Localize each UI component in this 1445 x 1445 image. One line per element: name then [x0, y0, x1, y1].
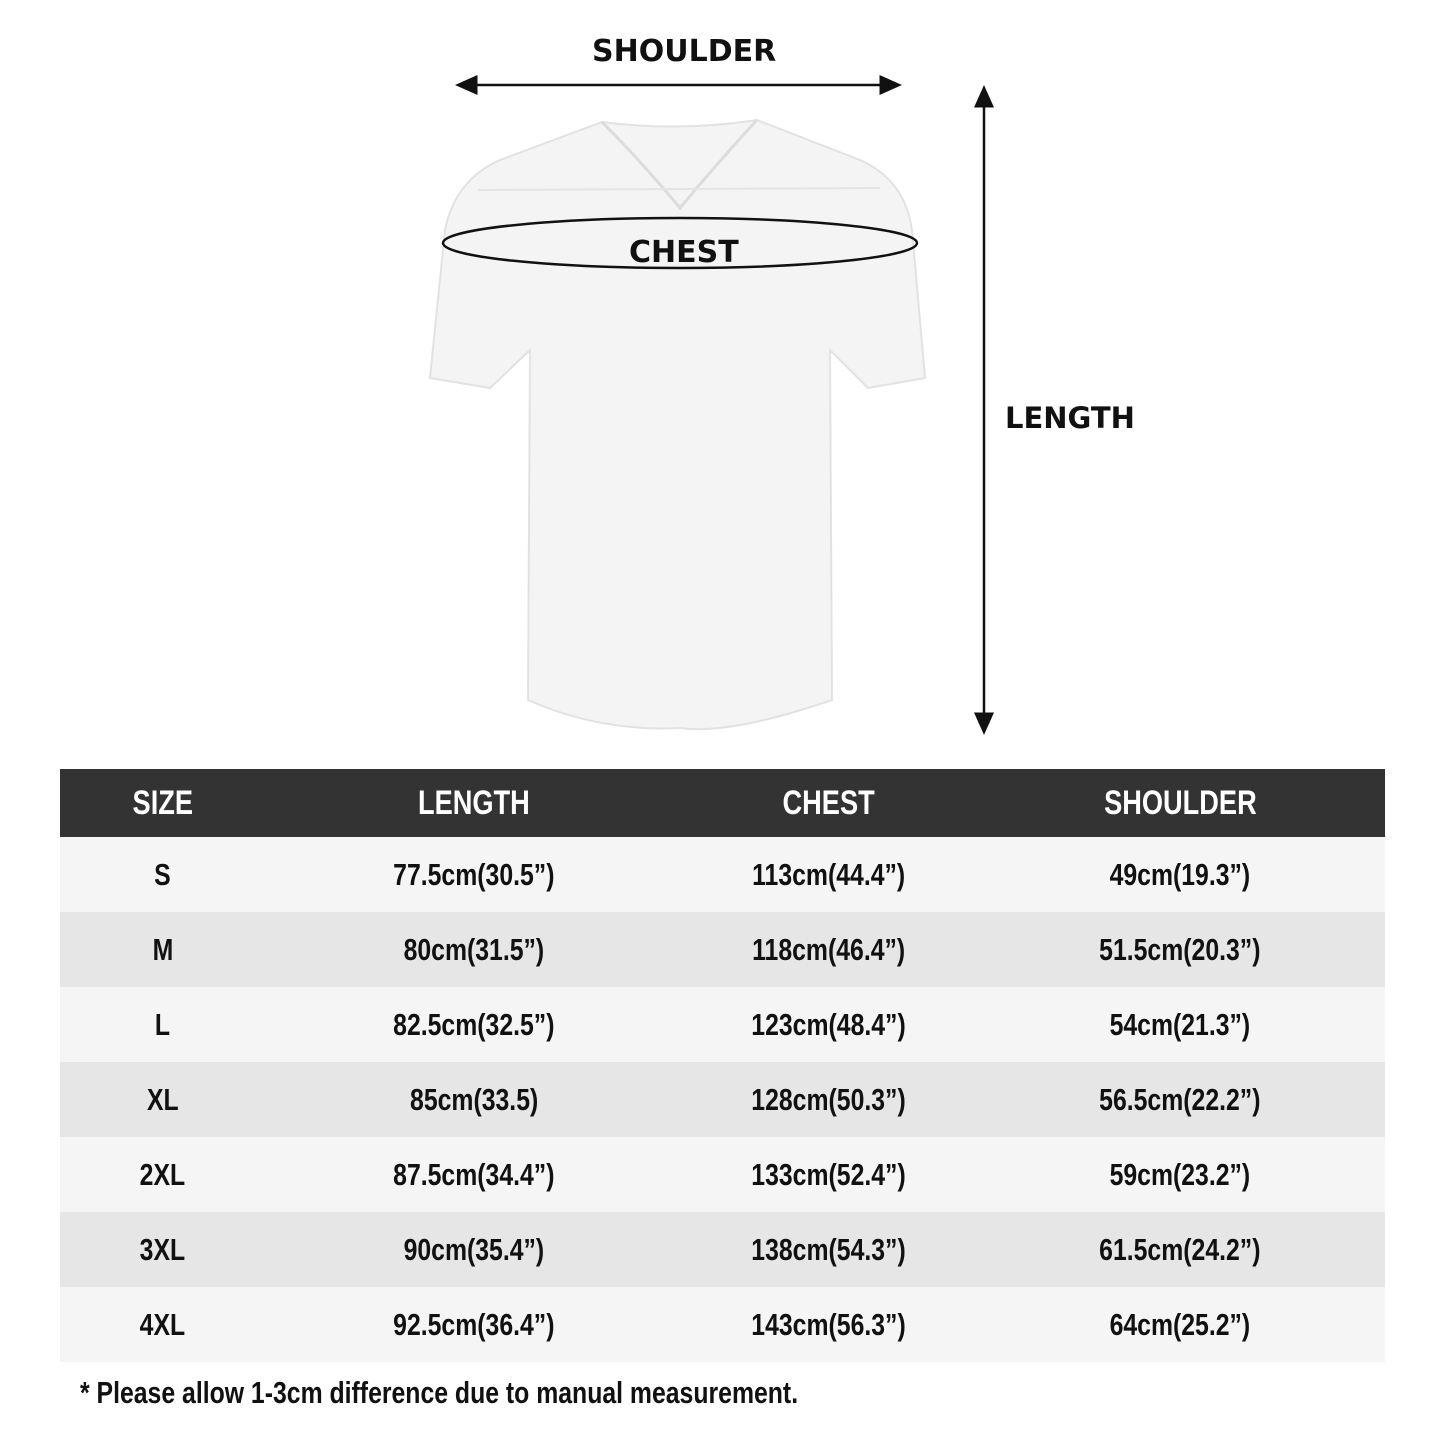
- measurement-note: * Please allow 1-3cm difference due to m…: [80, 1375, 799, 1410]
- cell-length: 90cm(35.4”): [265, 1212, 683, 1287]
- cell-length: 85cm(33.5): [265, 1062, 683, 1137]
- cell-chest: 113cm(44.4”): [683, 837, 975, 912]
- cell-shoulder: 49cm(19.3”): [975, 837, 1385, 912]
- cell-length: 87.5cm(34.4”): [265, 1137, 683, 1212]
- table-row: 2XL 87.5cm(34.4”) 133cm(52.4”) 59cm(23.2”): [60, 1137, 1385, 1212]
- cell-size: 2XL: [60, 1137, 265, 1212]
- chest-measure-ellipse: [441, 216, 919, 270]
- cell-size: 4XL: [60, 1287, 265, 1362]
- length-label: LENGTH: [1005, 401, 1135, 435]
- cell-chest: 123cm(48.4”): [683, 987, 975, 1062]
- table-row: 3XL 90cm(35.4”) 138cm(54.3”) 61.5cm(24.2”): [60, 1212, 1385, 1287]
- cell-size: XL: [60, 1062, 265, 1137]
- chest-label: CHEST: [629, 235, 739, 270]
- cell-length: 77.5cm(30.5”): [265, 837, 683, 912]
- cell-size: 3XL: [60, 1212, 265, 1287]
- table-row: S 77.5cm(30.5”) 113cm(44.4”) 49cm(19.3”): [60, 837, 1385, 912]
- cell-chest: 118cm(46.4”): [683, 912, 975, 987]
- cell-length: 80cm(31.5”): [265, 912, 683, 987]
- cell-size: L: [60, 987, 265, 1062]
- cell-shoulder: 59cm(23.2”): [975, 1137, 1385, 1212]
- cell-chest: 143cm(56.3”): [683, 1287, 975, 1362]
- cell-shoulder: 51.5cm(20.3”): [975, 912, 1385, 987]
- cell-size: M: [60, 912, 265, 987]
- cell-shoulder: 54cm(21.3”): [975, 987, 1385, 1062]
- cell-length: 92.5cm(36.4”): [265, 1287, 683, 1362]
- table-header-row: SIZE LENGTH CHEST SHOULDER: [60, 769, 1385, 837]
- cell-size: S: [60, 837, 265, 912]
- table-row: L 82.5cm(32.5”) 123cm(48.4”) 54cm(21.3”): [60, 987, 1385, 1062]
- table-row: 4XL 92.5cm(36.4”) 143cm(56.3”) 64cm(25.2”): [60, 1287, 1385, 1362]
- tshirt-illustration: [428, 75, 994, 735]
- table-row: XL 85cm(33.5) 128cm(50.3”) 56.5cm(22.2”): [60, 1062, 1385, 1137]
- table-row: M 80cm(31.5”) 118cm(46.4”) 51.5cm(20.3”): [60, 912, 1385, 987]
- cell-length: 82.5cm(32.5”): [265, 987, 683, 1062]
- cell-shoulder: 61.5cm(24.2”): [975, 1212, 1385, 1287]
- cell-chest: 133cm(52.4”): [683, 1137, 975, 1212]
- cell-shoulder: 64cm(25.2”): [975, 1287, 1385, 1362]
- cell-chest: 138cm(54.3”): [683, 1212, 975, 1287]
- header-size: SIZE: [60, 769, 265, 837]
- cell-chest: 128cm(50.3”): [683, 1062, 975, 1137]
- header-shoulder: SHOULDER: [975, 769, 1385, 837]
- header-chest: CHEST: [683, 769, 975, 837]
- cell-shoulder: 56.5cm(22.2”): [975, 1062, 1385, 1137]
- shirt-body: [428, 118, 927, 731]
- shoulder-label: SHOULDER: [592, 34, 777, 69]
- header-length: LENGTH: [265, 769, 683, 837]
- size-chart-table: SIZE LENGTH CHEST SHOULDER S 77.5cm(30.5”…: [60, 769, 1385, 1362]
